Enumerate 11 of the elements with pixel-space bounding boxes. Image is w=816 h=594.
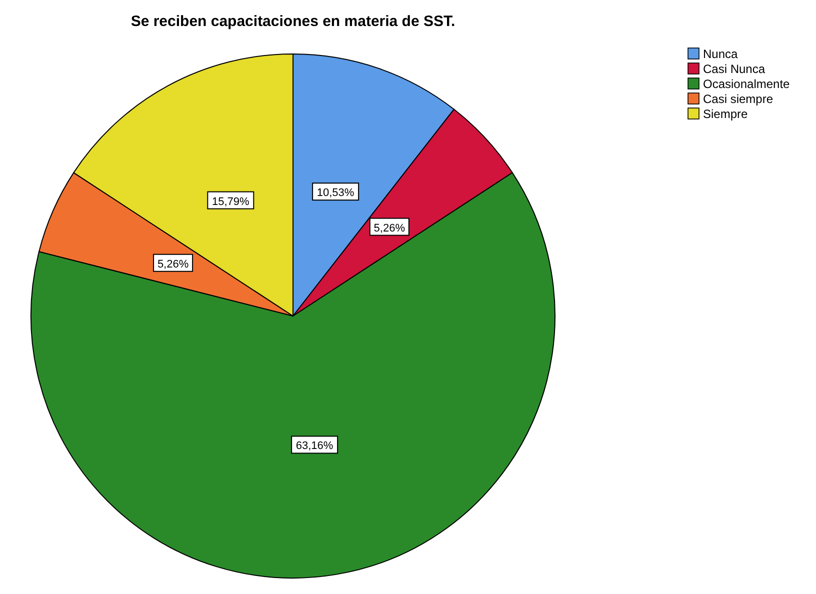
- chart-title: Se reciben capacitaciones en materia de SST.: [130, 13, 456, 30]
- data-label: 15,79%: [212, 196, 250, 208]
- data-label: 5,26%: [374, 222, 406, 234]
- data-label: 63,16%: [296, 440, 334, 452]
- legend-label: Casi siempre: [703, 92, 774, 106]
- data-label: 5,26%: [157, 258, 189, 270]
- legend-label: Ocasionalmente: [703, 77, 790, 91]
- legend-label: Nunca: [703, 47, 738, 61]
- data-label: 10,53%: [316, 187, 354, 200]
- legend-label: Casi Nunca: [703, 62, 766, 76]
- legend-label: Siempre: [703, 107, 748, 121]
